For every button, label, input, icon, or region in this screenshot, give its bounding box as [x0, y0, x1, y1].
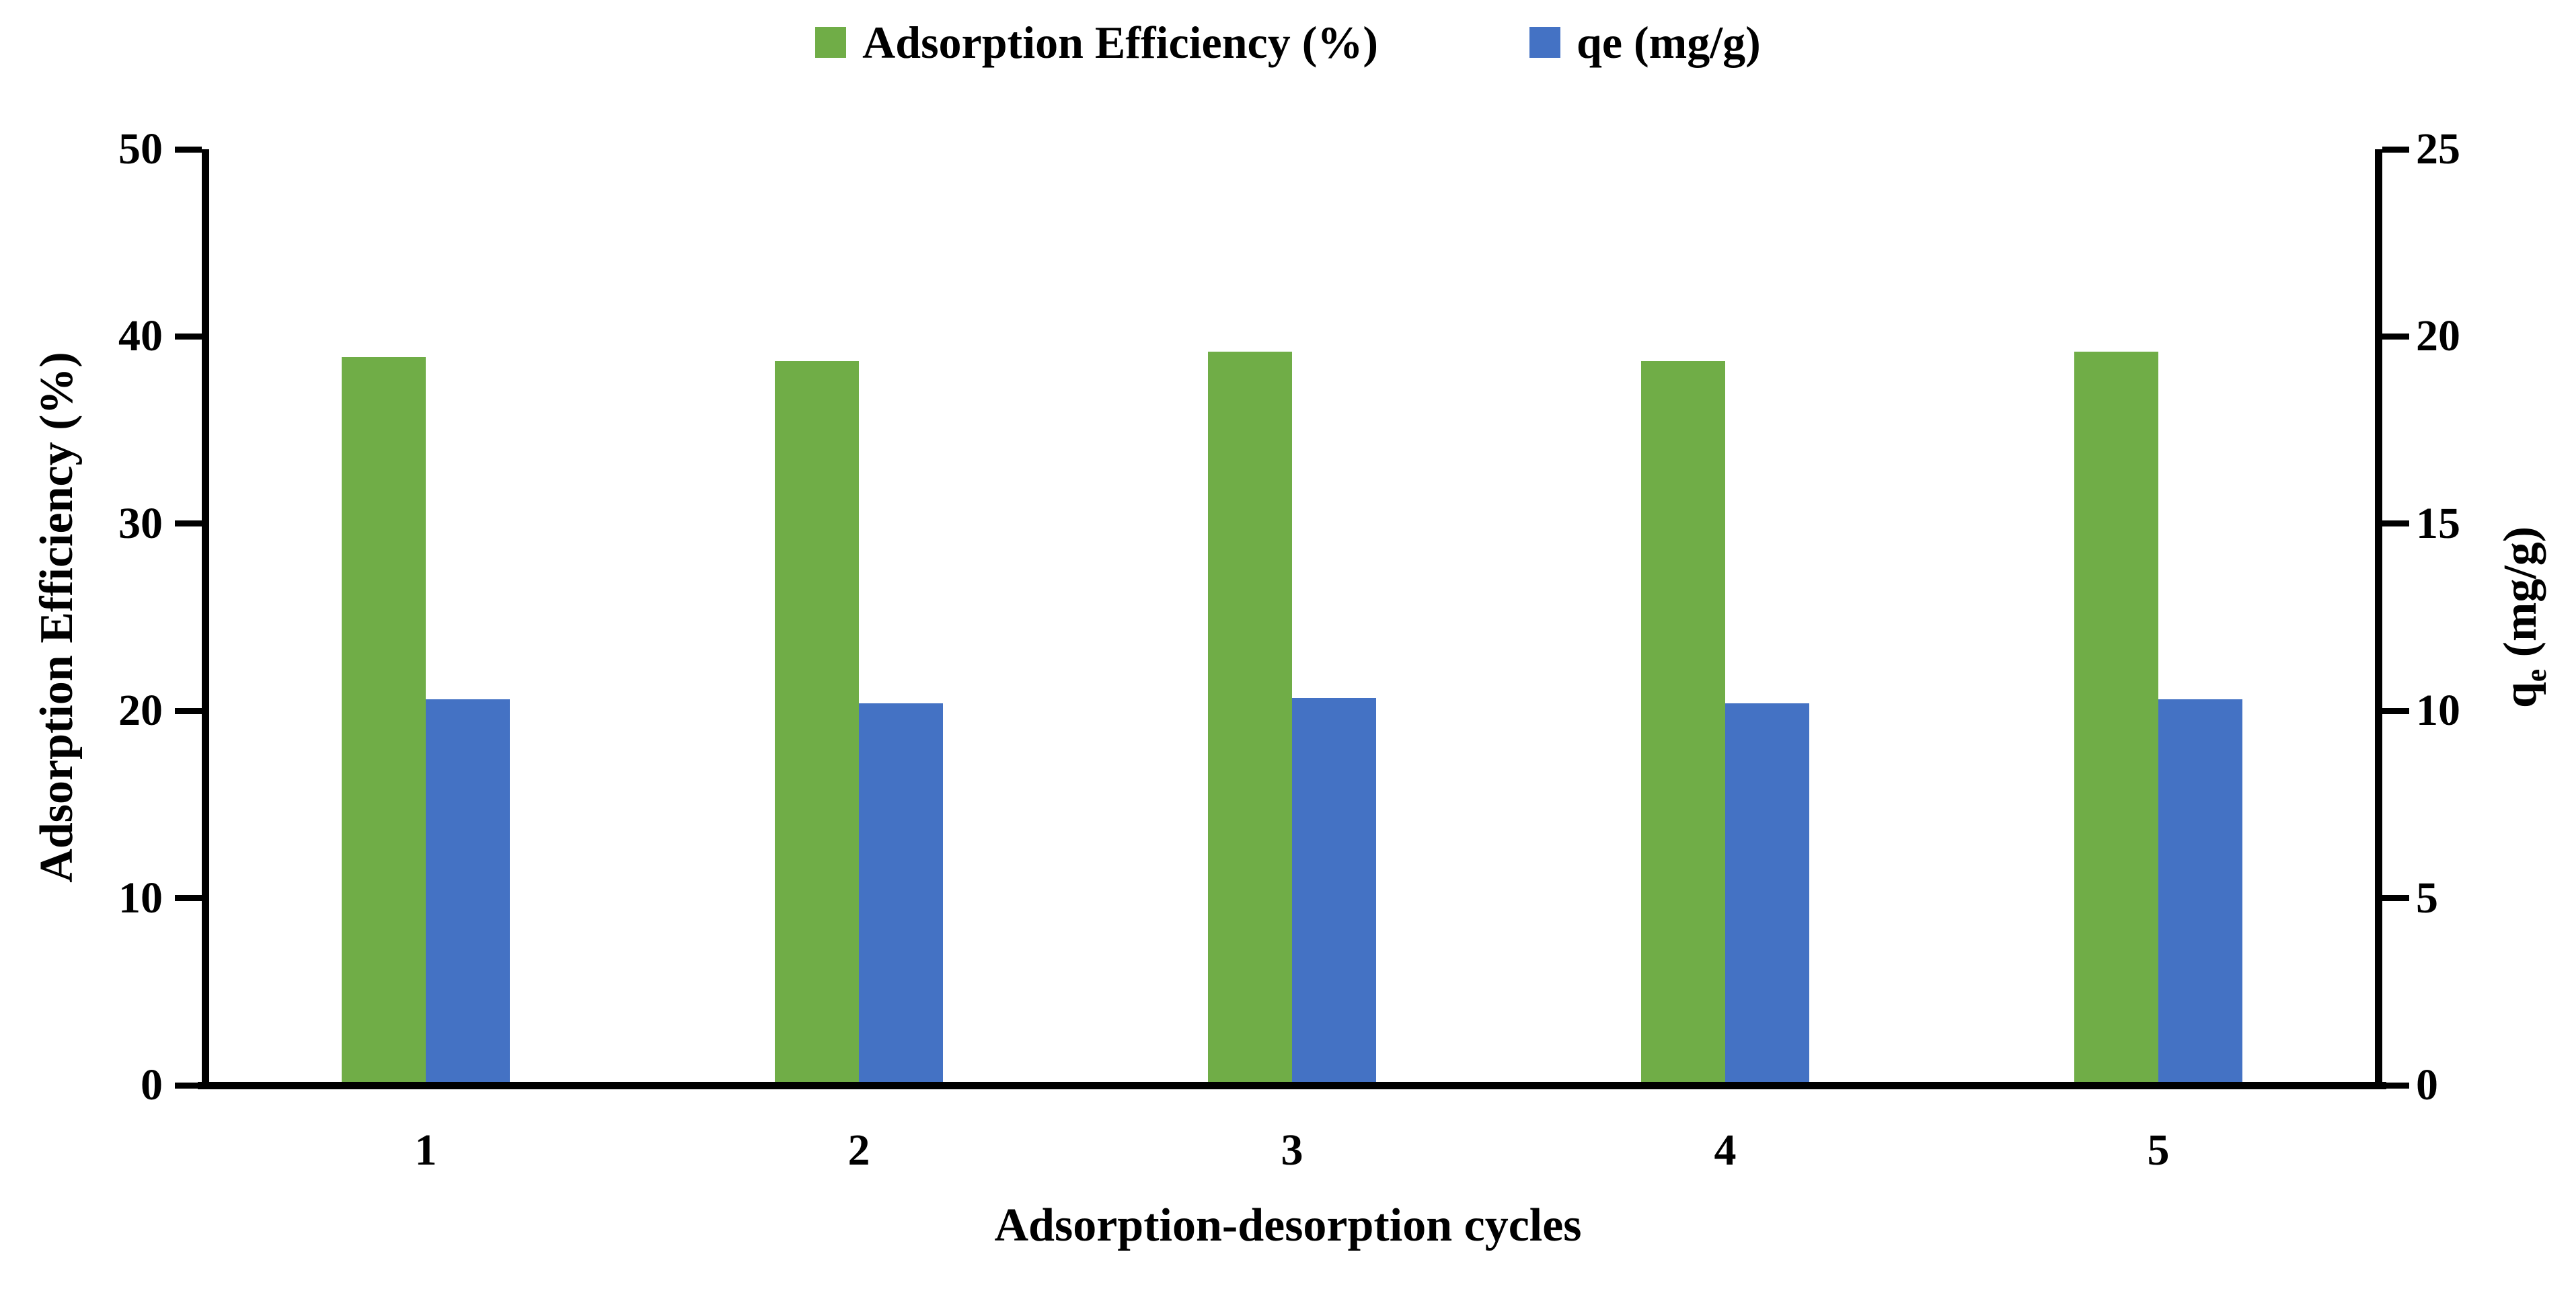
right-axis-title-symbol: q: [2495, 682, 2546, 709]
efficiency-bar-3: [1208, 351, 1292, 1085]
qe-bar-5: [2158, 699, 2242, 1085]
legend-label-adsorption-efficiency: Adsorption Efficiency (%): [862, 17, 1378, 68]
right-axis-title-subscript: e: [2520, 668, 2552, 682]
left-axis-tick-30: [175, 520, 202, 527]
x-axis-line: [198, 1082, 2386, 1089]
right-tick-label-0: 0: [2416, 1060, 2438, 1109]
chart-legend: Adsorption Efficiency (%) qe (mg/g): [0, 17, 2576, 68]
left-tick-label-0: 0: [141, 1060, 163, 1109]
left-tick-label-40: 40: [118, 311, 163, 361]
right-axis-tick-0: [2382, 1082, 2409, 1089]
right-axis-title: qe (mg/g): [2495, 526, 2552, 709]
right-axis-tick-25: [2382, 146, 2409, 153]
right-axis-tick-15: [2382, 520, 2409, 527]
x-label-1: 1: [414, 1126, 437, 1175]
left-tick-label-10: 10: [118, 873, 163, 923]
x-axis-title: Adsorption-desorption cycles: [994, 1200, 1582, 1251]
right-tick-label-15: 15: [2416, 498, 2460, 548]
left-axis-title: Adsorption Efficiency (%): [31, 352, 83, 883]
qe-bar-1: [426, 699, 510, 1085]
right-tick-label-10: 10: [2416, 686, 2460, 736]
qe-bar-2: [859, 703, 943, 1085]
left-axis-tick-10: [175, 895, 202, 902]
legend-item-qe: qe (mg/g): [1529, 17, 1761, 68]
efficiency-bar-4: [1641, 360, 1725, 1085]
qe-bar-4: [1725, 703, 1809, 1085]
qe-bar-3: [1292, 697, 1376, 1085]
left-axis-tick-40: [175, 333, 202, 340]
left-axis-tick-0: [175, 1082, 202, 1089]
left-tick-label-30: 30: [118, 498, 163, 548]
x-label-5: 5: [2147, 1126, 2170, 1175]
right-axis-title-units: (mg/g): [2495, 526, 2546, 669]
x-label-4: 4: [1714, 1126, 1737, 1175]
right-axis-tick-5: [2382, 895, 2409, 902]
left-tick-label-20: 20: [118, 686, 163, 736]
right-tick-label-20: 20: [2416, 311, 2460, 361]
legend-swatch-green: [815, 27, 847, 58]
left-axis-tick-20: [175, 707, 202, 714]
legend-item-adsorption-efficiency: Adsorption Efficiency (%): [815, 17, 1378, 68]
efficiency-bar-1: [342, 357, 426, 1085]
left-axis-line: [202, 149, 209, 1089]
right-axis-tick-20: [2382, 333, 2409, 340]
efficiency-bar-5: [2074, 351, 2158, 1085]
right-tick-label-5: 5: [2416, 873, 2438, 923]
legend-swatch-blue: [1529, 27, 1560, 58]
right-axis-line: [2375, 149, 2382, 1089]
right-tick-label-25: 25: [2416, 124, 2460, 173]
x-label-3: 3: [1281, 1126, 1303, 1175]
left-axis-tick-50: [175, 146, 202, 153]
x-label-2: 2: [847, 1126, 870, 1175]
right-axis-tick-10: [2382, 707, 2409, 714]
legend-label-qe: qe (mg/g): [1577, 17, 1761, 68]
left-tick-label-50: 50: [118, 124, 163, 173]
efficiency-bar-2: [775, 360, 859, 1085]
